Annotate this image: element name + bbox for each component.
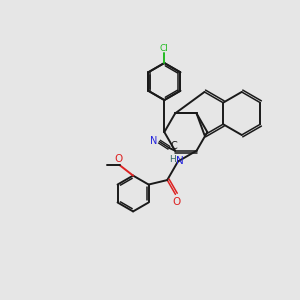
Text: C: C <box>171 141 178 151</box>
Text: O: O <box>172 197 181 207</box>
Text: N: N <box>176 157 183 166</box>
Text: N: N <box>150 136 157 146</box>
Text: O: O <box>114 154 122 164</box>
Text: Cl: Cl <box>160 44 169 53</box>
Text: H: H <box>169 155 176 164</box>
